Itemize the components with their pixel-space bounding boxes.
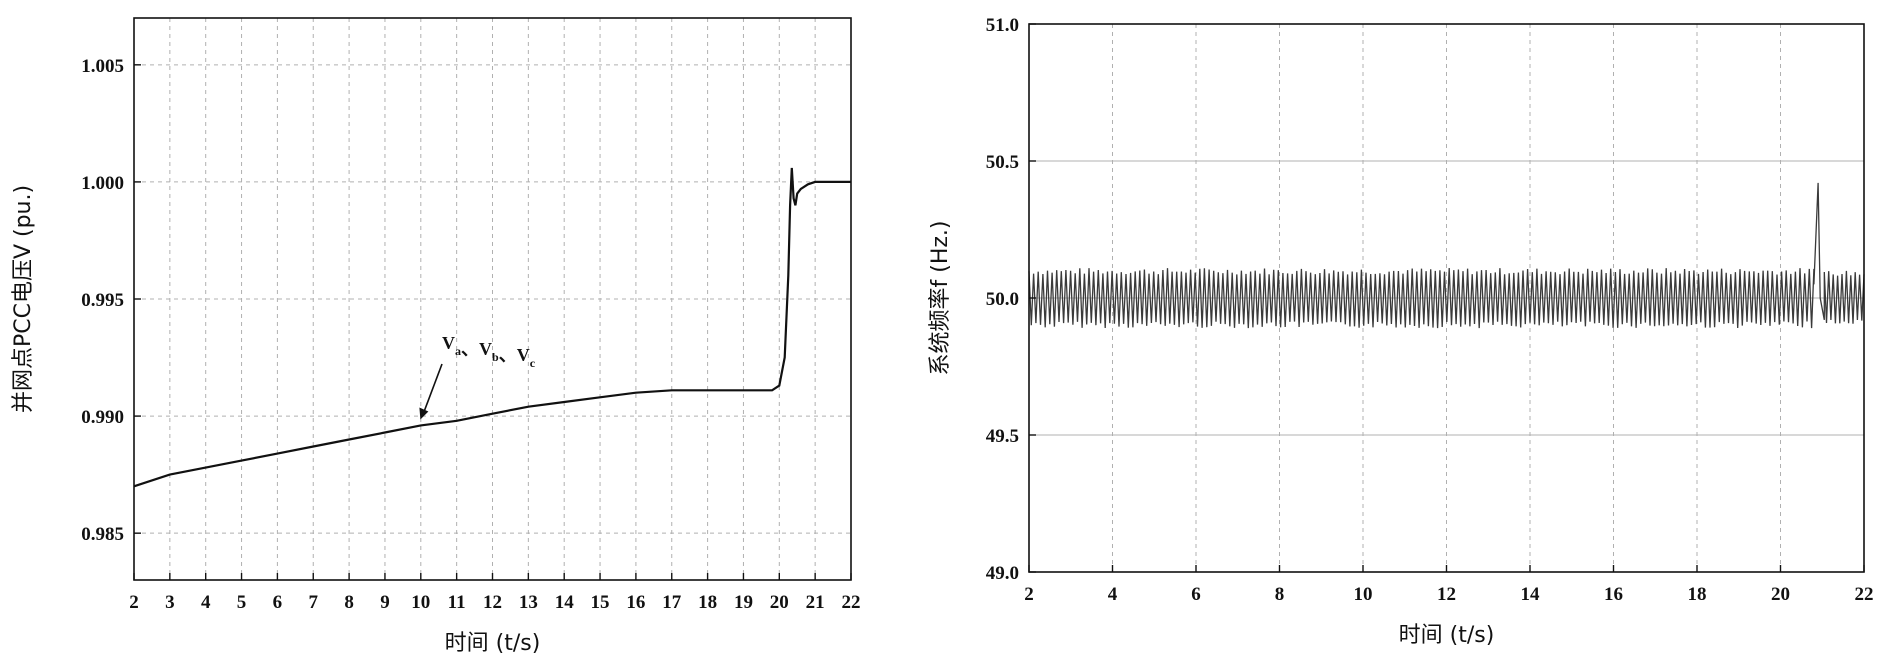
x-tick-label: 2	[1024, 584, 1034, 605]
y-tick-label: 1.000	[81, 173, 124, 194]
y-tick-label: 51.0	[986, 15, 1019, 36]
x-tick-label: 15	[591, 592, 610, 613]
x-tick-label: 14	[1521, 584, 1541, 605]
annotation-label: Va、Vb、Vc	[442, 333, 536, 370]
x-tick-label: 8	[344, 592, 354, 613]
x-tick-label: 4	[201, 592, 211, 613]
x-tick-label: 4	[1108, 584, 1118, 605]
voltage-grid	[134, 18, 851, 580]
x-tick-label: 21	[806, 592, 825, 613]
x-tick-label: 14	[555, 592, 575, 613]
y-tick-label: 0.995	[81, 290, 124, 311]
frequency-series-line	[1028, 182, 1865, 329]
voltage-series-line	[133, 167, 851, 488]
x-tick-label: 6	[1191, 584, 1201, 605]
x-tick-label: 8	[1275, 584, 1285, 605]
x-tick-label: 20	[1771, 584, 1790, 605]
x-tick-label: 18	[1688, 584, 1707, 605]
x-tick-label: 12	[483, 592, 502, 613]
x-tick-label: 17	[662, 592, 682, 613]
x-tick-label: 10	[1354, 584, 1373, 605]
x-tick-label: 3	[165, 592, 175, 613]
annotation-arrow	[422, 363, 443, 414]
frequency-chart: 2 4 6 8 10 12 14 16 18 20 22 49.0 49.5 50.0 50.5 51.0 时…	[928, 15, 1874, 648]
x-tick-label: 22	[842, 592, 861, 613]
x-tick-label: 2	[129, 592, 139, 613]
voltage-plot-frame	[133, 17, 852, 581]
y-tick-label: 49.0	[986, 563, 1019, 584]
frequency-x-axis-label: 时间 (t/s)	[1399, 623, 1495, 648]
x-tick-label: 5	[237, 592, 247, 613]
y-tick-label: 49.5	[986, 426, 1019, 447]
annotation-arrowhead	[419, 407, 429, 420]
frequency-plot-frame	[1028, 23, 1865, 573]
x-tick-label: 11	[448, 592, 466, 613]
x-tick-label: 6	[273, 592, 283, 613]
frequency-y-axis-label: 系统频率f (Hz.)	[928, 221, 953, 376]
y-tick-label: 0.990	[81, 407, 124, 428]
y-tick-label: 1.005	[81, 56, 124, 77]
x-tick-label: 19	[734, 592, 753, 613]
x-tick-label: 13	[519, 592, 538, 613]
x-tick-label: 10	[411, 592, 430, 613]
y-tick-label: 50.5	[986, 152, 1019, 173]
x-tick-label: 7	[309, 592, 319, 613]
x-tick-label: 9	[380, 592, 390, 613]
voltage-y-axis-label: 并网点PCC电压V (pu.)	[11, 185, 36, 413]
voltage-chart: 2 3 4 5 6 7 8 9 10 11 12 13 14 15 16 17 18 19 20 21 22 0.985 0…	[11, 17, 861, 656]
voltage-x-axis-label: 时间 (t/s)	[445, 631, 541, 656]
x-tick-label: 12	[1437, 584, 1456, 605]
y-tick-label: 50.0	[986, 289, 1019, 310]
voltage-ticks: 2 3 4 5 6 7 8 9 10 11 12 13 14 15 16 17 18 19 20 21 22 0.985 0…	[81, 56, 860, 613]
frequency-ticks: 2 4 6 8 10 12 14 16 18 20 22 49.0 49.5 50.0 50.5 51.0	[986, 15, 1874, 605]
y-tick-label: 0.985	[81, 524, 124, 545]
x-tick-label: 22	[1855, 584, 1874, 605]
x-tick-label: 16	[1604, 584, 1623, 605]
x-tick-label: 20	[770, 592, 789, 613]
voltage-annotation: Va、Vb、Vc	[419, 333, 536, 420]
x-tick-label: 16	[626, 592, 645, 613]
x-tick-label: 18	[698, 592, 717, 613]
